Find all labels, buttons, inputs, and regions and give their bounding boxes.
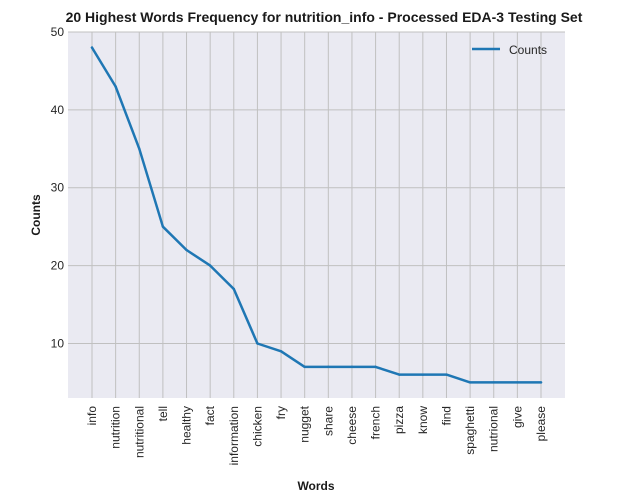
x-tick-label: pizza bbox=[392, 406, 406, 434]
y-tick-label: 30 bbox=[51, 181, 65, 195]
data-point bbox=[303, 365, 306, 369]
x-tick-label: cheese bbox=[345, 406, 359, 445]
data-point bbox=[114, 85, 117, 88]
data-point bbox=[256, 342, 259, 345]
x-tick-label: nutrional bbox=[487, 406, 501, 452]
x-tick-label: nutritional bbox=[132, 406, 146, 458]
data-point bbox=[90, 46, 94, 49]
x-tick-label: share bbox=[321, 406, 335, 436]
x-tick-label: fact bbox=[203, 405, 217, 425]
y-tick-label: 50 bbox=[51, 25, 65, 39]
x-tick-label: spaghetti bbox=[463, 406, 477, 455]
data-point bbox=[445, 373, 448, 376]
data-point bbox=[374, 365, 377, 369]
plot-area bbox=[68, 32, 565, 398]
data-point bbox=[138, 147, 141, 151]
x-tick-label: fry bbox=[274, 406, 288, 419]
x-tick-label: healthy bbox=[180, 406, 194, 445]
data-point bbox=[232, 287, 235, 291]
x-tick-label: chicken bbox=[250, 406, 264, 447]
data-point bbox=[421, 373, 425, 376]
x-tick-label: nutrition bbox=[109, 406, 123, 449]
data-point bbox=[161, 225, 165, 228]
data-point bbox=[208, 264, 212, 267]
x-tick-label: nugget bbox=[298, 405, 312, 442]
x-tick-label: please bbox=[534, 406, 548, 442]
x-tick-label: information bbox=[227, 406, 241, 465]
series-line-counts bbox=[90, 46, 543, 384]
data-point bbox=[492, 381, 495, 384]
x-tick-label: french bbox=[369, 406, 383, 439]
chart-title: 20 Highest Words Frequency for nutrition… bbox=[66, 9, 583, 25]
x-tick-label: know bbox=[416, 406, 430, 434]
x-tick-label: give bbox=[510, 406, 524, 428]
x-axis: info nutrition nutritional tell healthy fact i… bbox=[85, 405, 548, 465]
y-tick-label: 20 bbox=[51, 259, 65, 273]
data-point bbox=[516, 381, 519, 384]
data-point bbox=[398, 373, 401, 376]
x-tick-label: tell bbox=[156, 406, 170, 421]
data-point bbox=[185, 248, 188, 252]
y-axis-label: Counts bbox=[29, 194, 43, 236]
data-point bbox=[468, 381, 472, 384]
legend-label-counts: Counts bbox=[509, 43, 547, 57]
x-tick-label: find bbox=[439, 406, 453, 425]
y-tick-label: 10 bbox=[51, 336, 65, 350]
x-axis-label: Words bbox=[297, 479, 334, 493]
data-point bbox=[327, 365, 330, 369]
legend: Counts bbox=[472, 43, 547, 57]
y-tick-label: 40 bbox=[51, 103, 65, 117]
y-axis: 10 20 30 40 50 bbox=[51, 25, 65, 350]
data-point bbox=[279, 350, 283, 353]
data-point bbox=[350, 365, 354, 369]
data-point bbox=[539, 381, 543, 384]
series-group bbox=[90, 46, 543, 384]
x-tick-label: info bbox=[85, 406, 99, 426]
